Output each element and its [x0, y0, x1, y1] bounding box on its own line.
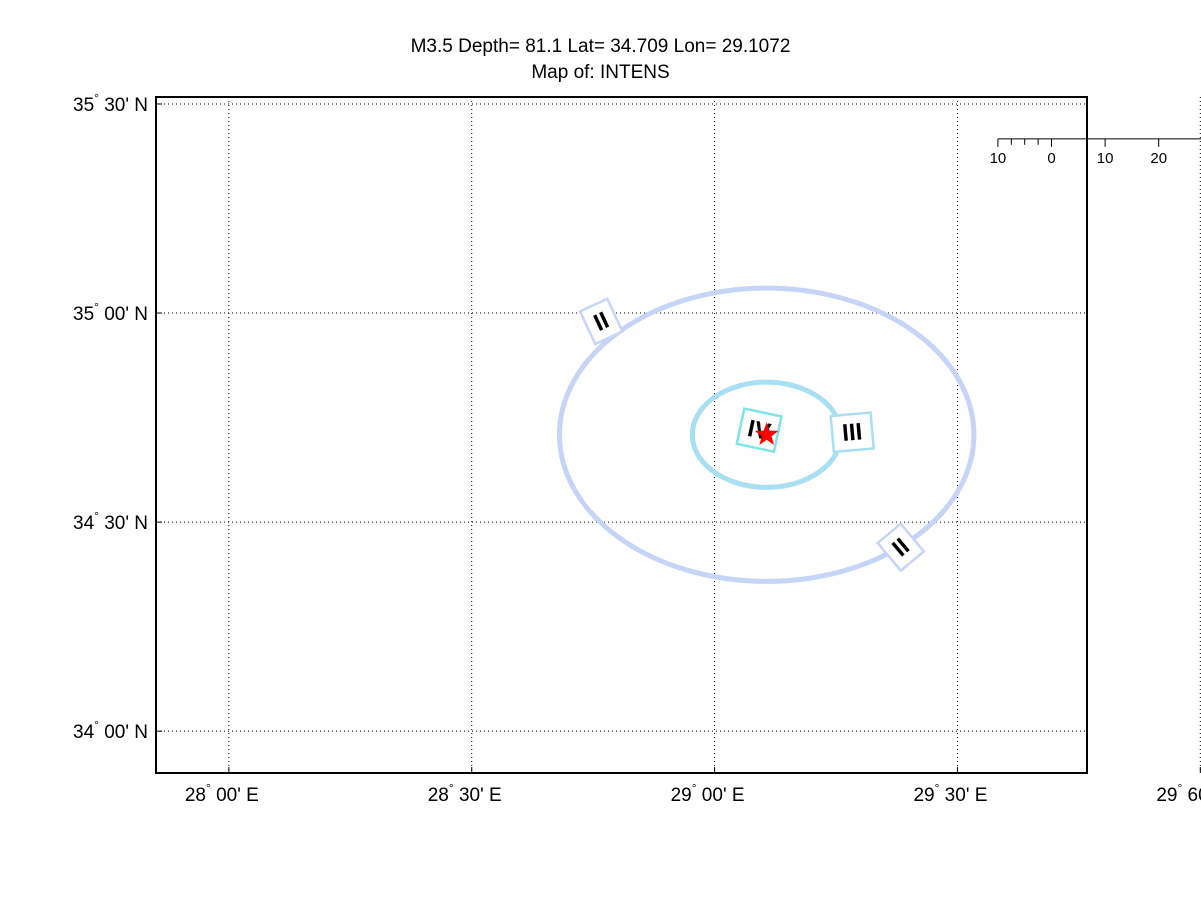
grid-lines	[156, 97, 1201, 773]
map-title: M3.5 Depth= 81.1 Lat= 34.709 Lon= 29.107…	[410, 36, 791, 57]
lon-tick-rest: 30' E	[939, 785, 987, 806]
scale-bar: 100102030km	[990, 138, 1201, 167]
degree-symbol: °	[449, 781, 454, 795]
degree-symbol: °	[94, 509, 99, 523]
scale-bar-label: 20	[1150, 150, 1167, 167]
intensity-label-text: III	[841, 418, 863, 447]
lon-tick-label: 29° 60' E	[1156, 781, 1201, 806]
intensity-label: IV	[735, 407, 783, 454]
intensity-label-box	[829, 411, 876, 454]
intensity-label-box	[875, 522, 926, 573]
degree-symbol: °	[206, 781, 211, 795]
intensity-label: III	[829, 411, 876, 454]
degree-symbol: °	[935, 781, 940, 795]
lon-tick-deg: 28	[185, 785, 206, 806]
lon-tick-rest: 60' E	[1182, 785, 1201, 806]
axis-labels: 28° 00' E 28° 30' E 29° 00' E 29° 30' E 29° …	[73, 91, 1201, 806]
lon-tick-label: 29° 30' E	[913, 781, 987, 806]
degree-symbol: °	[94, 91, 99, 105]
lat-tick-rest: 30' N	[99, 95, 148, 116]
lon-tick-label: 28° 30' E	[428, 781, 502, 806]
degree-symbol: °	[94, 718, 99, 732]
degree-symbol: °	[1177, 781, 1182, 795]
lat-tick-rest: 00' N	[99, 722, 148, 743]
lat-tick-label: 35° 00' N	[73, 300, 148, 325]
map-frame	[155, 96, 1088, 774]
lat-tick-label: 35° 30' N	[73, 91, 148, 116]
lon-tick-rest: 30' E	[454, 785, 502, 806]
lat-tick-rest: 30' N	[99, 513, 148, 534]
lon-tick-deg: 29	[1156, 785, 1177, 806]
lat-tick-deg: 35	[73, 95, 94, 116]
lat-tick-deg: 35	[73, 304, 94, 325]
map-subtitle: Map of: INTENS	[531, 62, 670, 83]
scale-bar-label: 10	[990, 150, 1007, 167]
lon-tick-deg: 29	[671, 785, 692, 806]
intensity-label-box	[578, 297, 625, 346]
lon-tick-rest: 00' E	[697, 785, 745, 806]
degree-symbol: °	[94, 300, 99, 314]
lon-tick-label: 28° 00' E	[185, 781, 259, 806]
scale-bar-label: 0	[1047, 150, 1055, 167]
star-icon	[754, 422, 779, 445]
lat-tick-label: 34° 00' N	[73, 718, 148, 743]
lon-tick-label: 29° 00' E	[671, 781, 745, 806]
lon-tick-rest: 00' E	[211, 785, 259, 806]
scale-bar-label: 10	[1097, 150, 1114, 167]
intensity-label: II	[578, 297, 625, 346]
contour-ii	[556, 285, 977, 584]
lon-tick-deg: 29	[913, 785, 934, 806]
lon-tick-deg: 28	[428, 785, 449, 806]
intensity-label: II	[875, 522, 926, 573]
lat-tick-label: 34° 30' N	[73, 509, 148, 534]
epicenter-marker	[754, 422, 779, 445]
lat-tick-deg: 34	[73, 722, 95, 743]
lat-tick-deg: 34	[73, 513, 95, 534]
lat-tick-rest: 00' N	[99, 304, 148, 325]
degree-symbol: °	[692, 781, 697, 795]
